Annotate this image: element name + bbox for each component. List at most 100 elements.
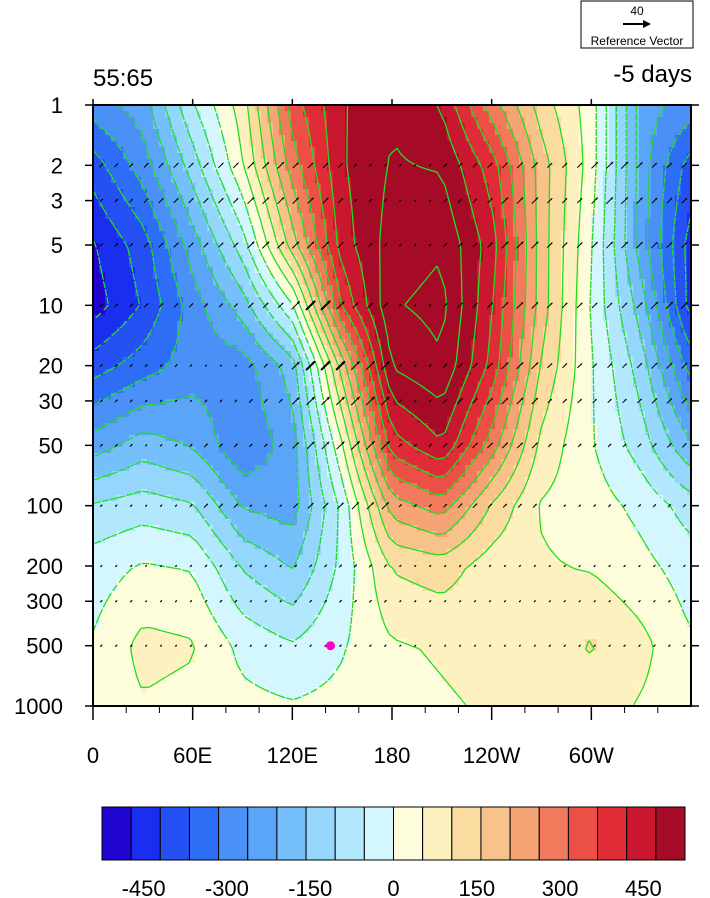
shaded-cell [429, 357, 436, 364]
shaded-cell [555, 135, 562, 142]
shaded-cell [135, 147, 142, 154]
shaded-cell [261, 123, 268, 130]
shaded-cell [363, 105, 370, 112]
shaded-cell [573, 207, 580, 214]
shaded-cell [573, 381, 580, 388]
shaded-cell [183, 141, 190, 148]
shaded-cell [585, 339, 592, 346]
shaded-cell [549, 249, 556, 256]
shaded-cell [627, 255, 634, 262]
shaded-cell [333, 165, 340, 172]
shaded-cell [591, 351, 598, 358]
shaded-cell [675, 225, 682, 232]
shaded-cell [93, 123, 100, 130]
shaded-cell [507, 195, 514, 202]
shaded-cell [447, 357, 454, 364]
shaded-cell [123, 183, 130, 190]
shaded-cell [405, 303, 412, 310]
shaded-cell [315, 237, 322, 244]
shaded-cell [291, 165, 298, 172]
shaded-cell [507, 309, 514, 316]
shaded-cell [549, 189, 556, 196]
shaded-cell [669, 159, 676, 166]
shaded-cell [405, 147, 412, 154]
shaded-cell [507, 147, 514, 154]
shaded-cell [129, 369, 136, 376]
shaded-cell [465, 255, 472, 262]
shaded-cell [141, 123, 148, 130]
shaded-cell [531, 255, 538, 262]
shaded-cell [681, 165, 688, 172]
shaded-cell [489, 297, 496, 304]
shaded-cell [345, 327, 352, 334]
shaded-cell [153, 225, 160, 232]
shaded-cell [543, 207, 550, 214]
shaded-cell [651, 111, 658, 118]
shaded-cell [165, 207, 172, 214]
shaded-cell [669, 225, 676, 232]
shaded-cell [501, 357, 508, 364]
shaded-cell [501, 225, 508, 232]
shaded-cell [165, 339, 172, 346]
shaded-cell [303, 375, 310, 382]
shaded-cell [171, 141, 178, 148]
shaded-cell [489, 111, 496, 118]
shaded-cell [483, 303, 490, 310]
shaded-cell [153, 159, 160, 166]
shaded-cell [321, 381, 328, 388]
shaded-cell [177, 303, 184, 310]
shaded-cell [243, 177, 250, 184]
shaded-cell [537, 273, 544, 280]
shaded-cell [111, 369, 118, 376]
shaded-cell [399, 219, 406, 226]
shaded-cell [147, 171, 154, 178]
shaded-cell [267, 255, 274, 262]
shaded-cell [489, 177, 496, 184]
shaded-cell [561, 117, 568, 124]
shaded-cell [555, 345, 562, 352]
shaded-cell [363, 129, 370, 136]
shaded-cell [687, 387, 691, 394]
shaded-cell [513, 189, 520, 196]
shaded-cell [525, 243, 532, 250]
shaded-cell [327, 255, 334, 262]
shaded-cell [387, 315, 394, 322]
shaded-cell [549, 357, 556, 364]
shaded-cell [537, 321, 544, 328]
shaded-cell [177, 243, 184, 250]
shaded-cell [423, 321, 430, 328]
shaded-cell [327, 123, 334, 130]
shaded-cell [429, 297, 436, 304]
shaded-cell [681, 141, 688, 148]
shaded-cell [363, 393, 370, 400]
shaded-cell [165, 255, 172, 262]
shaded-cell [195, 171, 202, 178]
shaded-cell [159, 189, 166, 196]
shaded-cell [567, 159, 574, 166]
shaded-cell [207, 249, 214, 256]
shaded-cell [567, 255, 574, 262]
shaded-cell [267, 219, 274, 226]
shaded-cell [261, 237, 268, 244]
shaded-cell [621, 375, 628, 382]
shaded-cell [249, 309, 256, 316]
shaded-cell [609, 255, 616, 262]
shaded-cell [657, 303, 664, 310]
shaded-cell [423, 393, 430, 400]
shaded-cell [405, 201, 412, 208]
shaded-cell [99, 165, 106, 172]
shaded-cell [375, 153, 382, 160]
shaded-cell [165, 123, 172, 130]
shaded-cell [111, 345, 118, 352]
shaded-cell [267, 165, 274, 172]
shaded-cell [117, 243, 124, 250]
shaded-cell [519, 267, 526, 274]
shaded-cell [147, 327, 154, 334]
shaded-cell [531, 369, 538, 376]
shaded-cell [465, 351, 472, 358]
shaded-cell [555, 141, 562, 148]
shaded-cell [249, 129, 256, 136]
shaded-cell [429, 141, 436, 148]
shaded-cell [423, 231, 430, 238]
shaded-cell [255, 219, 262, 226]
